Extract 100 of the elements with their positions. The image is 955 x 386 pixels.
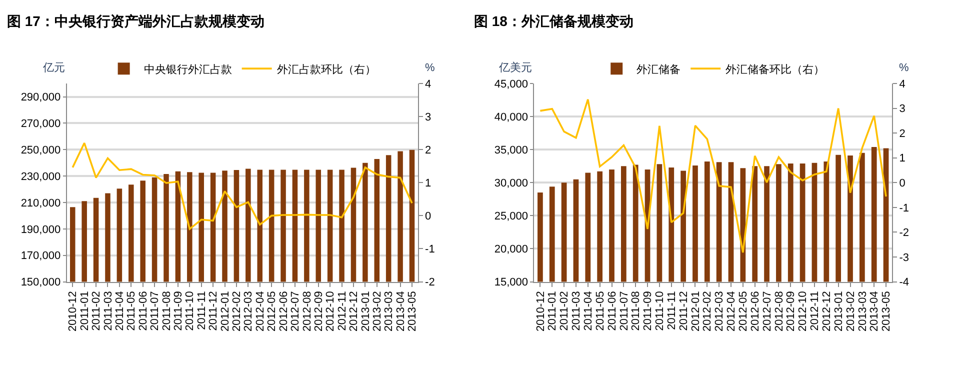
y2-tick-label: 4: [425, 78, 432, 90]
y-tick-label: 40,000: [494, 111, 528, 124]
x-tick-label: 2011-03: [102, 291, 114, 331]
x-tick-label: 2010-12: [67, 291, 80, 332]
y2-axis-title: %: [899, 62, 909, 74]
y-tick-label: 250,000: [20, 144, 61, 156]
x-tick-label: 2011-04: [582, 291, 594, 331]
x-tick-label: 2011-03: [570, 291, 583, 331]
y-tick-label: 230,000: [20, 170, 61, 183]
y-tick-label: 20,000: [494, 244, 528, 256]
x-tick-label: 2011-05: [594, 291, 606, 331]
x-tick-label: 2012-11: [809, 291, 822, 331]
x-tick-label: 2012-04: [726, 291, 738, 332]
y-tick-label: 270,000: [20, 118, 61, 130]
x-tick-label: 2012-05: [738, 291, 750, 332]
x-tick-label: 2011-12: [208, 291, 220, 331]
x-tick-label: 2013-03: [383, 291, 396, 332]
y2-axis-title: %: [425, 62, 435, 74]
x-tick-label: 2011-10: [654, 291, 666, 331]
y-tick-label: 150,000: [20, 276, 61, 289]
x-tick-label: 2013-02: [371, 291, 384, 332]
y2-tick-label: -2: [899, 227, 909, 240]
x-tick-label: 2012-12: [820, 291, 833, 332]
x-tick-label: 2012-07: [761, 291, 774, 332]
x-tick-label: 2012-01: [690, 291, 702, 332]
y2-tick-label: 0: [899, 178, 906, 190]
x-tick-label: 2012-06: [749, 291, 762, 332]
x-tick-label: 2012-01: [219, 291, 232, 332]
x-tick-label: 2011-02: [558, 291, 571, 331]
y2-tick-label: -2: [425, 276, 435, 289]
x-tick-label: 2012-05: [266, 291, 278, 332]
y2-tick-label: 3: [899, 103, 906, 116]
x-tick-label: 2011-05: [126, 291, 138, 331]
y-tick-label: 30,000: [494, 178, 528, 190]
chart-title: 图 17：中央银行资产端外汇占款规模变动: [7, 13, 264, 29]
x-tick-label: 2012-10: [797, 291, 810, 332]
x-tick-label: 2013-04: [868, 291, 881, 332]
y-tick-label: 190,000: [20, 224, 61, 236]
x-tick-label: 2012-02: [231, 291, 244, 332]
x-tick-label: 2012-12: [348, 291, 360, 332]
x-tick-label: 2012-07: [290, 291, 302, 332]
x-tick-label: 2013-01: [360, 291, 372, 332]
x-tick-label: 2012-09: [785, 291, 798, 332]
y2-tick-label: -1: [425, 244, 435, 256]
x-tick-label: 2011-01: [546, 291, 559, 331]
x-tick-label: 2011-06: [606, 291, 618, 331]
y2-tick-label: 2: [899, 128, 906, 140]
y2-tick-label: -4: [899, 276, 909, 289]
x-tick-label: 2012-04: [254, 291, 266, 332]
x-tick-label: 2013-05: [406, 291, 419, 332]
legend-label: 中央银行外汇占款: [144, 62, 232, 76]
y-tick-label: 290,000: [20, 92, 61, 104]
x-tick-label: 2011-09: [642, 291, 654, 331]
x-tick-label: 2011-08: [160, 291, 173, 331]
y2-tick-label: 1: [425, 178, 432, 190]
x-tick-label: 2013-01: [832, 291, 845, 332]
x-tick-label: 2012-03: [242, 291, 255, 332]
x-tick-label: 2011-09: [172, 291, 185, 331]
x-tick-label: 2011-11: [666, 291, 678, 330]
line-series: [539, 98, 887, 254]
y-axis-title: 亿元: [42, 62, 65, 74]
x-tick-label: 2011-08: [630, 291, 642, 331]
x-tick-label: 2013-02: [844, 291, 857, 332]
x-tick-label: 2011-01: [78, 291, 91, 331]
y2-tick-label: -1: [899, 202, 909, 214]
y-axis-title: 亿美元: [498, 61, 532, 74]
x-tick-label: 2012-06: [278, 291, 290, 332]
y2-tick-label: -3: [899, 252, 909, 264]
x-tick-label: 2012-09: [312, 291, 325, 332]
y2-tick-label: 0: [425, 210, 432, 223]
x-tick-label: 2011-02: [90, 291, 103, 331]
y2-tick-label: 3: [425, 111, 432, 124]
x-tick-label: 2011-06: [137, 291, 150, 331]
y-tick-label: 35,000: [494, 144, 528, 156]
x-tick-label: 2011-12: [678, 291, 690, 331]
y-tick-label: 15,000: [494, 276, 528, 289]
x-tick-label: 2012-02: [702, 291, 714, 332]
y2-tick-label: 2: [425, 144, 432, 156]
legend-label: 外汇占款环比（右）: [276, 62, 376, 76]
x-tick-label: 2012-10: [324, 291, 337, 332]
line-series: [72, 142, 413, 230]
y2-tick-label: 4: [899, 78, 906, 90]
legend-label: 外汇储备: [636, 64, 681, 76]
x-tick-label: 2013-04: [394, 291, 407, 332]
x-tick-label: 2012-03: [714, 291, 726, 332]
x-tick-label: 2011-04: [114, 291, 126, 331]
legend-label: 外汇储备环比（右）: [726, 62, 825, 76]
x-tick-label: 2012-11: [336, 291, 348, 331]
x-tick-label: 2012-08: [301, 291, 314, 332]
y-tick-label: 210,000: [20, 197, 61, 210]
y-tick-label: 25,000: [494, 210, 528, 223]
x-tick-label: 2013-05: [880, 291, 893, 332]
x-tick-label: 2011-07: [618, 291, 630, 331]
x-tick-label: 2011-11: [196, 291, 208, 330]
x-tick-label: 2011-10: [184, 291, 196, 331]
y-tick-label: 170,000: [20, 250, 61, 262]
y2-tick-label: 1: [899, 152, 906, 165]
y-tick-label: 45,000: [494, 78, 528, 90]
x-tick-label: 2013-03: [856, 291, 869, 332]
x-tick-label: 2010-12: [534, 291, 547, 332]
